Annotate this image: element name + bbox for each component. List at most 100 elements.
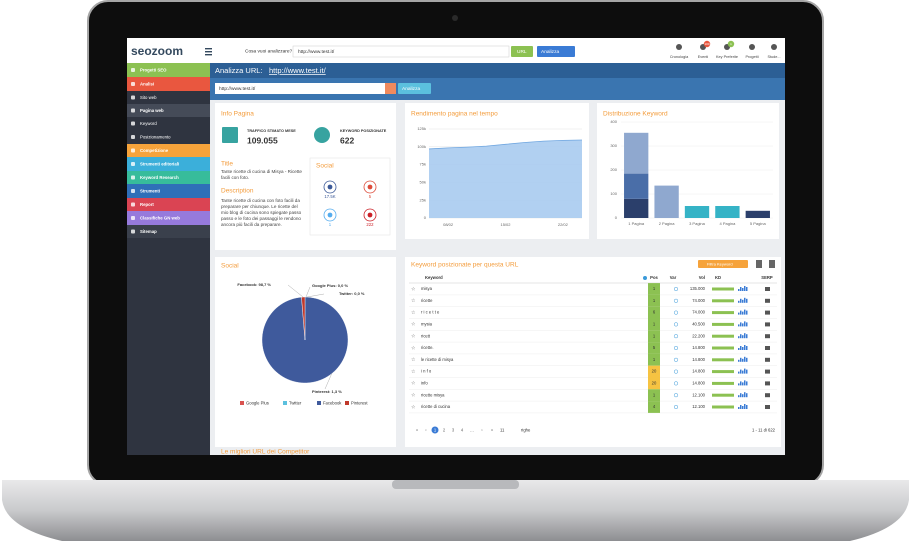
trend-bar xyxy=(746,310,748,315)
bar xyxy=(654,185,679,218)
topbar-icon-label[interactable]: Cronologia xyxy=(670,55,689,59)
sidebar-label[interactable]: Classifiche GN web xyxy=(140,215,180,220)
mode-button-label[interactable]: URL xyxy=(517,49,527,55)
page-link[interactable]: 4 xyxy=(461,427,464,432)
keyword[interactable]: r i c e t t e xyxy=(421,310,440,315)
y-tick-label: 0 xyxy=(615,215,618,220)
badge-text: 1 xyxy=(730,42,732,46)
serp-icon xyxy=(765,346,770,350)
kd-bar xyxy=(712,381,734,385)
star-icon: ☆ xyxy=(411,334,416,340)
topbar-icon-label[interactable]: Progetti xyxy=(745,55,758,59)
sidebar-label[interactable]: Posizionamento xyxy=(140,134,171,139)
star-icon: ☆ xyxy=(411,404,416,410)
serp-icon xyxy=(765,405,770,409)
keyword[interactable]: info xyxy=(421,381,428,386)
sidebar-label[interactable]: Strumenti xyxy=(140,188,160,193)
menu-icon xyxy=(205,54,212,56)
y-tick-label: 400 xyxy=(610,119,617,124)
export-icon xyxy=(756,260,762,268)
var-icon xyxy=(673,286,679,292)
pos-cell xyxy=(648,401,660,413)
serp-icon xyxy=(765,310,770,315)
sidebar-label[interactable]: Sito web xyxy=(140,95,157,100)
sidebar-label[interactable]: Keyword xyxy=(140,121,157,126)
sidebar-item xyxy=(127,171,210,184)
sidebar-label[interactable]: Sitemap xyxy=(140,229,157,234)
legend-swatch xyxy=(345,401,349,405)
sidebar-label[interactable]: Keyword Research xyxy=(140,175,179,180)
topbar-icon-label[interactable]: Eventi xyxy=(698,55,709,59)
star-icon: ☆ xyxy=(411,310,416,316)
keyword[interactable]: ricette xyxy=(421,298,433,303)
page-link[interactable]: » xyxy=(491,427,494,432)
volume: 14.800 xyxy=(692,357,705,362)
bar xyxy=(624,173,649,199)
topbar-icon-label[interactable]: Key Preferite xyxy=(716,55,738,59)
keyword[interactable]: ricette. xyxy=(421,345,434,350)
pie-leader xyxy=(287,284,304,298)
pie-leader xyxy=(324,372,333,390)
page-link[interactable]: 1 xyxy=(434,427,437,432)
page-link[interactable]: 2 xyxy=(443,427,446,432)
page-link[interactable]: 3 xyxy=(452,427,455,432)
keyword[interactable]: ricette misya xyxy=(421,392,445,397)
analyze-button-label[interactable]: Analizza xyxy=(541,49,559,55)
pos-cell xyxy=(648,283,660,295)
trend-bar xyxy=(738,324,740,327)
sidebar-label[interactable]: Strumenti editoriali xyxy=(140,161,179,166)
base-notch xyxy=(392,480,519,489)
sidebar-label[interactable]: Progetti SEO xyxy=(140,67,167,72)
x-tick-label: 4 Pagina xyxy=(720,221,737,226)
sidebar-label[interactable]: Competizione xyxy=(140,148,169,153)
pie-label: Facebook: 98,7 % xyxy=(237,282,271,287)
pos-cell xyxy=(648,342,660,354)
keyword[interactable]: le ricette di misya xyxy=(421,357,454,362)
trend-bar xyxy=(746,287,748,291)
trend-bar xyxy=(742,335,744,339)
var-icon xyxy=(673,310,679,315)
trend-bar xyxy=(738,407,740,409)
sidebar-item xyxy=(127,91,210,104)
kd-bar xyxy=(712,358,734,362)
trend-bar xyxy=(740,298,742,303)
social-icon-dot xyxy=(327,184,333,190)
pie-label: Twitter: 0,0 % xyxy=(339,291,365,296)
trend-bar xyxy=(740,369,742,374)
volume: 14.800 xyxy=(692,381,705,386)
header-url[interactable]: http://www.test.it/ xyxy=(269,66,327,75)
filter-button-label[interactable]: Filtra Keyword xyxy=(707,261,733,266)
trend-bar xyxy=(742,288,744,291)
sidebar-label[interactable]: Report xyxy=(140,202,154,207)
trend-bar xyxy=(740,393,742,398)
keyword[interactable]: mysia xyxy=(421,322,433,327)
page-link[interactable]: … xyxy=(470,427,474,432)
analyze-button xyxy=(537,46,575,57)
pos-cell xyxy=(648,365,660,378)
keyword[interactable]: misya xyxy=(421,286,433,291)
panel-title: Social xyxy=(221,263,239,270)
serp-icon xyxy=(765,369,770,374)
page-size[interactable]: 11 xyxy=(500,427,505,432)
var-icon xyxy=(673,393,679,398)
page-link[interactable]: › xyxy=(481,427,483,432)
page-link[interactable]: « xyxy=(416,427,419,432)
sidebar-icon xyxy=(131,82,135,86)
analyze-url-label[interactable]: Analizza xyxy=(402,86,420,92)
position: 1 xyxy=(653,357,656,362)
keyword[interactable]: ricett xyxy=(421,333,431,338)
keyword[interactable]: i n f o xyxy=(421,369,432,374)
topbar-icon-label[interactable]: Stude... xyxy=(767,55,780,59)
column-header: SERP xyxy=(761,275,773,280)
screen: seozoom Cosa vuoi analizzare? http://www.t… xyxy=(127,38,785,455)
search-input xyxy=(292,45,510,58)
trend-bar xyxy=(746,393,748,398)
serp-icon xyxy=(765,287,770,291)
page-link[interactable]: ‹ xyxy=(425,427,427,432)
sidebar-label[interactable]: Pagina web xyxy=(140,108,164,113)
page-description-text: Tante ricette di cucina con foto facili … xyxy=(221,198,302,227)
var-icon xyxy=(673,298,679,303)
legend-swatch xyxy=(240,401,244,405)
sidebar-label[interactable]: Analisi xyxy=(140,81,154,86)
keyword[interactable]: ricette di cucina xyxy=(421,404,451,409)
